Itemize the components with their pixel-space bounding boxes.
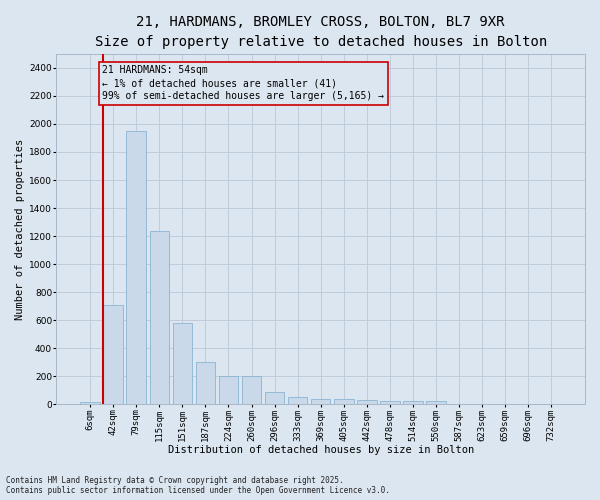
Bar [265, 392, 284, 404]
Bar [196, 362, 215, 405]
Text: 21 HARDMANS: 54sqm
← 1% of detached houses are smaller (41)
99% of semi-detached: 21 HARDMANS: 54sqm ← 1% of detached hous… [102, 65, 384, 102]
Text: Contains HM Land Registry data © Crown copyright and database right 2025.
Contai: Contains HM Land Registry data © Crown c… [6, 476, 390, 495]
Bar [173, 323, 192, 404]
Bar [311, 399, 331, 404]
Bar [334, 399, 353, 404]
Y-axis label: Number of detached properties: Number of detached properties [15, 138, 25, 320]
Bar [149, 230, 169, 404]
Bar [103, 305, 123, 404]
X-axis label: Distribution of detached houses by size in Bolton: Distribution of detached houses by size … [167, 445, 474, 455]
Bar [288, 398, 307, 404]
Bar [242, 376, 262, 404]
Title: 21, HARDMANS, BROMLEY CROSS, BOLTON, BL7 9XR
Size of property relative to detach: 21, HARDMANS, BROMLEY CROSS, BOLTON, BL7… [95, 15, 547, 48]
Bar [357, 400, 377, 404]
Bar [127, 131, 146, 404]
Bar [426, 402, 446, 404]
Bar [380, 402, 400, 404]
Bar [80, 402, 100, 404]
Bar [403, 402, 422, 404]
Bar [218, 376, 238, 404]
